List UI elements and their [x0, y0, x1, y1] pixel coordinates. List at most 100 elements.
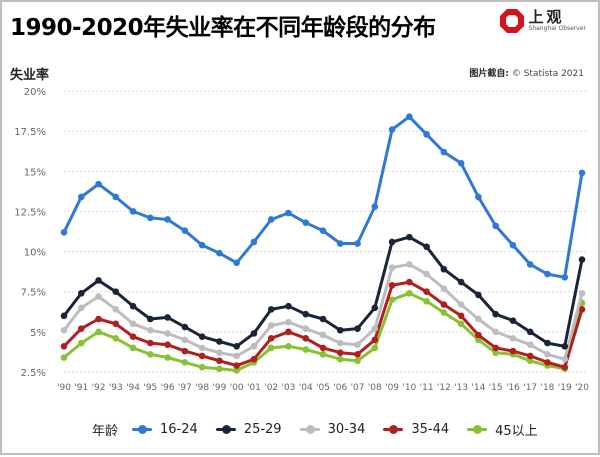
data-point-45以上 [216, 365, 223, 373]
legend-item-45以上: 45以上 [467, 420, 538, 439]
data-point-45以上 [233, 367, 240, 374]
data-point-45以上 [181, 359, 189, 366]
x-tick-label: '96 [161, 383, 175, 393]
data-point-16-24 [578, 169, 586, 177]
y-tick-label: 2.5% [21, 368, 46, 379]
data-point-35-44 [250, 355, 258, 363]
data-point-35-44 [233, 362, 240, 369]
x-tick-label: '05 [316, 383, 330, 393]
data-point-35-44 [147, 339, 154, 347]
data-point-25-29 [77, 290, 85, 297]
x-tick-label: '99 [212, 383, 226, 393]
data-point-30-34 [440, 285, 448, 292]
publisher-logo: 上观 Shanghai Observer [499, 8, 586, 34]
x-tick-label: '17 [523, 383, 537, 393]
data-point-30-34 [164, 330, 171, 337]
x-tick-label: '18 [540, 383, 554, 393]
data-point-30-34 [509, 334, 517, 342]
data-point-35-44 [267, 334, 275, 342]
data-point-25-29 [250, 330, 258, 337]
legend-item-16-24: 16-24 [132, 422, 198, 437]
chart-legend: 年龄 16-24 25-29 30-34 35-44 45以上 [92, 420, 556, 439]
x-tick-label: '11 [420, 383, 434, 393]
data-point-25-29 [336, 326, 344, 334]
data-point-16-24 [475, 193, 482, 201]
legend-label: 35-44 [411, 422, 450, 437]
legend-item-25-29: 25-29 [215, 422, 282, 437]
legend-label: 25-29 [243, 422, 282, 437]
x-tick-label: '94 [126, 383, 140, 393]
data-point-35-44 [77, 325, 85, 332]
x-tick-label: '03 [281, 383, 295, 393]
y-tick-label: 10% [24, 248, 46, 259]
data-point-25-29 [198, 333, 206, 340]
x-tick-label: '09 [385, 383, 399, 393]
x-tick-label: '19 [558, 383, 572, 393]
data-point-25-29 [457, 278, 465, 286]
data-point-25-29 [147, 315, 154, 323]
data-point-45以上 [319, 351, 327, 358]
data-point-35-44 [164, 341, 171, 349]
data-point-30-34 [336, 339, 344, 347]
data-point-45以上 [492, 349, 499, 357]
data-point-45以上 [164, 354, 171, 361]
data-point-25-29 [406, 233, 413, 241]
series-line-16-24 [62, 115, 584, 279]
data-point-45以上 [198, 363, 206, 371]
x-tick-label: '07 [351, 383, 365, 393]
data-point-35-44 [509, 347, 517, 355]
x-tick-label: '97 [178, 383, 192, 393]
data-point-45以上 [112, 334, 120, 342]
legend-label: 45以上 [495, 424, 538, 439]
data-point-35-44 [95, 315, 102, 323]
data-point-45以上 [60, 354, 68, 361]
data-point-25-29 [544, 339, 551, 347]
data-point-25-29 [95, 277, 102, 284]
legend-swatch [215, 425, 236, 434]
legend-swatch [299, 425, 320, 434]
data-point-16-24 [406, 113, 413, 120]
data-point-35-44 [198, 352, 206, 360]
logo-chinese-text: 上观 [528, 8, 565, 26]
legend-swatch [467, 425, 488, 434]
data-point-45以上 [95, 328, 102, 336]
x-tick-label: '14 [471, 383, 485, 393]
legend-item-30-34: 30-34 [299, 422, 365, 437]
data-point-45以上 [354, 357, 361, 365]
data-point-35-44 [216, 357, 223, 365]
data-point-16-24 [285, 209, 292, 217]
data-point-25-29 [475, 291, 482, 299]
data-point-30-34 [475, 315, 482, 323]
data-point-35-44 [406, 278, 413, 286]
data-point-30-34 [302, 325, 310, 332]
data-point-30-34 [60, 326, 68, 334]
data-point-25-29 [492, 310, 499, 318]
data-point-25-29 [509, 317, 517, 324]
data-point-25-29 [164, 314, 171, 321]
data-point-16-24 [147, 214, 154, 222]
legend-item-35-44: 35-44 [383, 422, 449, 437]
data-point-30-34 [95, 293, 102, 300]
data-point-45以上 [129, 344, 137, 352]
data-point-16-24 [267, 216, 275, 223]
data-point-16-24 [336, 240, 344, 247]
x-tick-label: '20 [575, 383, 589, 393]
data-point-35-44 [60, 343, 68, 350]
data-point-16-24 [371, 203, 379, 210]
data-point-16-24 [388, 126, 396, 133]
source-credit: 图片截自: © Statista 2021 [469, 66, 584, 79]
data-point-35-44 [336, 349, 344, 357]
data-point-30-34 [457, 301, 465, 308]
data-point-30-34 [77, 304, 85, 312]
data-point-25-29 [423, 243, 430, 251]
x-tick-label: '00 [230, 383, 244, 393]
x-tick-label: '16 [506, 383, 520, 393]
legend-swatch [132, 425, 153, 434]
chart-title: 1990-2020年失业率在不同年龄段的分布 [10, 15, 436, 41]
data-point-45以上 [440, 309, 448, 316]
data-point-35-44 [440, 301, 448, 308]
data-point-25-29 [354, 325, 361, 332]
data-point-25-29 [112, 288, 120, 296]
data-point-45以上 [475, 336, 482, 344]
